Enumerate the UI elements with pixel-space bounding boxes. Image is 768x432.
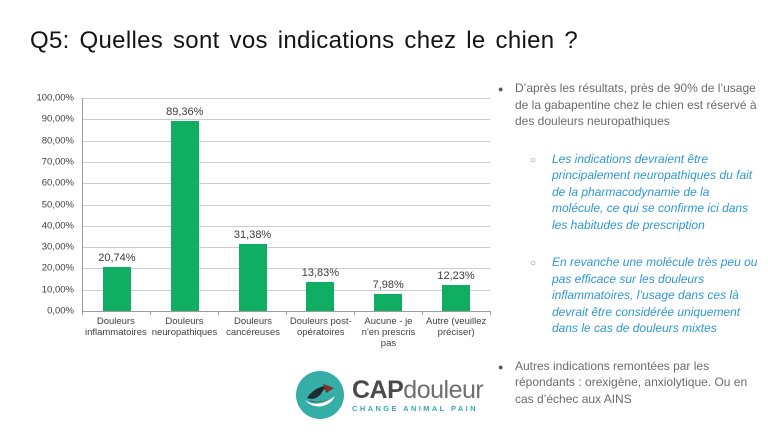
- circle-bullet-icon: [530, 254, 552, 337]
- y-tick-label: 100,00%: [36, 92, 74, 104]
- slide-title: Q5: Quelles sont vos indications chez le…: [30, 27, 579, 54]
- gridline: [83, 268, 490, 270]
- gridline: [83, 98, 490, 99]
- y-tick-label: 60,00%: [41, 177, 74, 189]
- bar-group: 12,23%: [422, 98, 490, 311]
- bar: [102, 266, 131, 311]
- bar-value-label: 31,38%: [233, 229, 272, 242]
- logo-name-cap: CAP: [352, 375, 404, 404]
- x-axis-labels: Douleurs inflammatoires Douleurs neuropat…: [82, 316, 490, 349]
- gridline: [83, 289, 490, 291]
- x-category-label: Douleurs post-opératoires: [289, 316, 352, 338]
- bar-group: 31,38%: [219, 98, 287, 311]
- x-axis-tick: [218, 311, 219, 315]
- bullet-item: Autres indications remontées par les rép…: [490, 358, 762, 408]
- gridline: [83, 247, 490, 249]
- gridline: [83, 225, 490, 227]
- gridline: [83, 204, 490, 206]
- bar-group: 13,83%: [286, 98, 354, 311]
- x-category-label: Autre (veuillez préciser): [426, 316, 487, 338]
- y-tick-label: 80,00%: [41, 135, 74, 147]
- bar-value-label: 7,98%: [372, 279, 404, 292]
- bullet-text: D’après les résultats, près de 90% de l’…: [515, 81, 757, 128]
- plot-area: 20,74% 89,36% 31,38% 13,83% 7,98% 12,23%: [82, 98, 490, 312]
- bar: [306, 281, 335, 311]
- x-axis-tick: [490, 311, 491, 315]
- logo-name-douleur: douleur: [403, 375, 484, 404]
- bar: [238, 244, 267, 311]
- sub-bullet-item: Les indications devraient être principal…: [530, 151, 762, 234]
- y-tick-label: 50,00%: [41, 199, 74, 210]
- y-tick-label: 90,00%: [41, 113, 74, 125]
- bar: [170, 120, 199, 311]
- bullet-dot-icon: [498, 80, 515, 130]
- gridline: [83, 119, 490, 121]
- y-tick-label: 30,00%: [41, 241, 74, 253]
- y-axis: 100,00% 90,00% 80,00% 70,00% 60,00% 50,00% 40,…: [0, 93, 78, 317]
- analysis-panel: D’après les résultats, près de 90% de l’…: [490, 80, 762, 428]
- capdouleur-bird-icon: [296, 371, 344, 419]
- x-axis-tick: [354, 311, 355, 315]
- y-tick-label: 0,00%: [47, 305, 74, 317]
- x-category-label: Douleurs inflammatoires: [84, 316, 147, 338]
- x-axis-tick: [150, 311, 151, 315]
- x-axis-tick: [422, 311, 423, 315]
- gridline: [83, 140, 490, 142]
- sub-bullet-item: En revanche une molécule très peu ou pas…: [530, 254, 762, 337]
- bar-value-label: 20,74%: [98, 251, 136, 264]
- gridline: [83, 161, 490, 163]
- logo-name: CAPdouleur: [352, 375, 484, 404]
- logo-text: CAPdouleur CHANGE ANIMAL PAIN: [352, 375, 484, 413]
- y-tick-label: 70,00%: [41, 156, 74, 168]
- y-tick-label: 10,00%: [41, 284, 74, 296]
- bar-value-label: 13,83%: [301, 266, 340, 279]
- bar-value-label: 89,36%: [166, 105, 204, 118]
- y-tick-label: 20,00%: [41, 262, 74, 274]
- bar-group: 7,98%: [354, 98, 422, 311]
- y-tick-label: 40,00%: [41, 220, 74, 232]
- x-axis-tick: [286, 311, 287, 315]
- x-category-label: Douleurs cancéreuses: [226, 316, 280, 338]
- bullet-item: D’après les résultats, près de 90% de l’…: [490, 80, 762, 130]
- bar: [374, 294, 403, 311]
- bar-group: 20,74%: [83, 98, 151, 311]
- sub-bullet-text: Les indications devraient être principal…: [552, 151, 753, 232]
- bar-value-label: 12,23%: [437, 269, 475, 282]
- capdouleur-logo: CAPdouleur CHANGE ANIMAL PAIN: [296, 371, 484, 419]
- bullet-dot-icon: [498, 358, 515, 408]
- bullet-text: Autres indications remontées par les rép…: [515, 358, 748, 406]
- circle-bullet-icon: [530, 151, 552, 234]
- gridline: [83, 183, 490, 185]
- sub-bullet-text: En revanche une molécule très peu ou pas…: [552, 255, 758, 335]
- bar: [442, 284, 471, 311]
- x-category-label: Aucune - je n'en prescris pas: [361, 316, 416, 349]
- bar-group: 89,36%: [151, 98, 219, 311]
- x-category-label: Douleurs neuropathiques: [151, 316, 218, 338]
- logo-tagline: CHANGE ANIMAL PAIN: [352, 403, 478, 413]
- bars: 20,74% 89,36% 31,38% 13,83% 7,98% 12,23%: [83, 98, 490, 311]
- x-axis-tick: [82, 311, 83, 315]
